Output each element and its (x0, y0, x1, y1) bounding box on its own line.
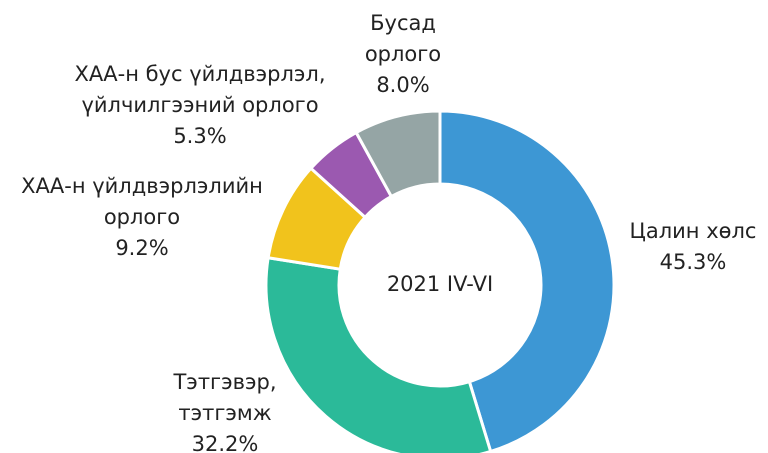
slice-label: орлого (104, 205, 180, 229)
donut-segment (438, 109, 616, 453)
value-label: 5.3% (173, 124, 226, 148)
slice-label: үйлчилгээний орлого (81, 93, 318, 117)
slice-label: ХАА-н үйлдвэрлэлийн (21, 174, 263, 198)
slice-label: Цалин хөлс (630, 219, 757, 243)
value-label: 8.0% (376, 73, 429, 97)
center-label: 2021 IV-VI (387, 272, 493, 296)
value-label: 32.2% (192, 432, 259, 453)
slice-label: тэтгэмж (178, 401, 271, 425)
donut-segment (354, 109, 442, 199)
slice-label: орлого (365, 42, 441, 66)
slice-label: Тэтгэвэр, (172, 370, 276, 394)
slice-label: Бусад (370, 11, 436, 35)
donut-segment (264, 256, 493, 453)
value-label: 45.3% (660, 250, 727, 274)
value-label: 9.2% (115, 236, 168, 260)
slice-label: ХАА-н бус үйлдвэрлэл, (75, 62, 326, 86)
